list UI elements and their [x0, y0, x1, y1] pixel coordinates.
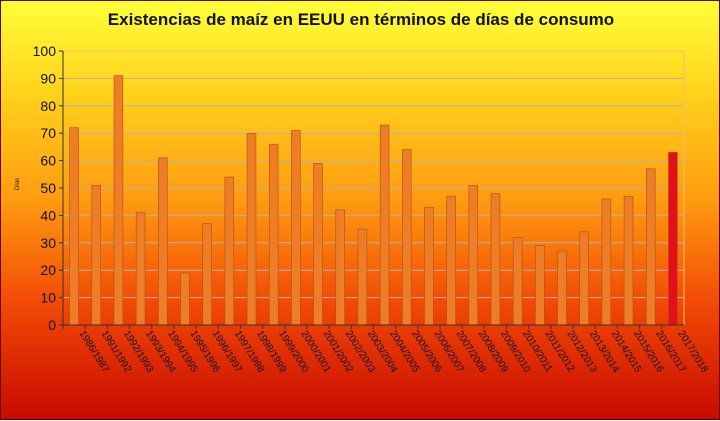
chart-title: Existencias de maíz en EEUU en términos … — [107, 10, 615, 29]
bar-2002/2003 — [335, 209, 345, 326]
y-tick-label: 30 — [40, 235, 56, 251]
y-tick-label: 90 — [40, 70, 56, 86]
bar-1993/1994 — [135, 212, 146, 326]
bar-2004/2005 — [379, 124, 390, 326]
bar-2011/2012 — [535, 245, 545, 326]
bar-2005/2006 — [402, 149, 412, 326]
bar-2003/2004 — [357, 228, 368, 326]
y-tick-label: 40 — [40, 207, 56, 223]
x-tick-labels: 1986/19871991/19921992/19931993/19941994… — [77, 329, 710, 375]
grid-lines — [63, 50, 684, 299]
bar-1992/1993 — [113, 75, 124, 326]
bar-2008/2009 — [468, 184, 479, 326]
y-tick-label: 80 — [40, 98, 56, 114]
bar-2015/2016 — [623, 195, 634, 326]
bar-1995/1996 — [180, 272, 190, 326]
bar-1999/2000 — [268, 143, 279, 326]
bar-1998/1999 — [246, 132, 257, 326]
bar-2006/2007 — [424, 206, 434, 326]
y-tick-label: 50 — [40, 180, 56, 196]
y-tick-label: 70 — [40, 125, 56, 141]
y-tick-label: 0 — [48, 317, 56, 333]
bars — [69, 75, 678, 326]
y-tick-label: 60 — [40, 153, 56, 169]
bar-1986/1987 — [69, 127, 79, 326]
bar-2016/2017 — [645, 168, 656, 326]
bar-2007/2008 — [446, 195, 456, 326]
bar-2009/2010 — [490, 193, 501, 326]
y-tick-label: 100 — [33, 43, 57, 59]
bar-2010/2011 — [512, 237, 523, 326]
y-axis-label: Días — [15, 178, 21, 190]
bar-2000/2001 — [291, 130, 301, 326]
y-tick-label: 20 — [40, 262, 56, 278]
bar-2014/2015 — [601, 198, 612, 326]
bar-2013/2014 — [579, 231, 589, 326]
y-tick-labels: 0 10 20 30 40 50 60 70 80 90 100 — [33, 43, 57, 333]
bar-2012/2013 — [557, 250, 567, 326]
y-tick-label: 10 — [40, 290, 56, 306]
bar-1997/1998 — [224, 176, 235, 326]
bar-2017/2018 — [668, 152, 678, 326]
bar-1991/1992 — [91, 184, 102, 326]
axes — [59, 50, 685, 329]
bar-1996/1997 — [202, 223, 212, 326]
bar-1994/1995 — [158, 157, 168, 326]
bar-2001/2002 — [313, 163, 323, 326]
